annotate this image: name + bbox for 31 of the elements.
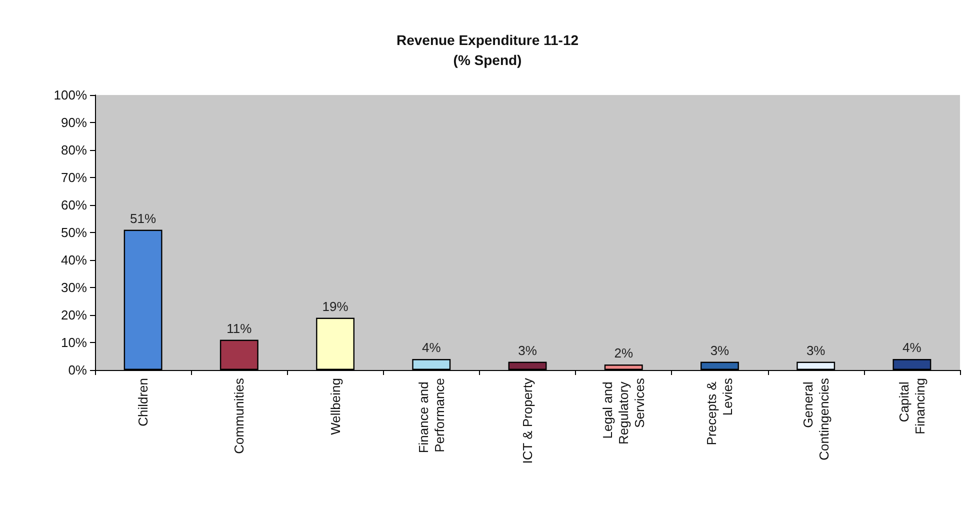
y-tick-label: 20% <box>60 308 88 322</box>
x-tick-label: Precepts & Levies <box>704 378 736 446</box>
data-label: 3% <box>518 342 538 358</box>
y-tick-label: 90% <box>60 115 88 130</box>
y-tick-label: 40% <box>60 252 88 268</box>
data-label: 4% <box>422 340 442 355</box>
data-label: 3% <box>710 342 730 358</box>
data-label: 51% <box>130 210 156 226</box>
y-tick-label: 60% <box>60 198 88 212</box>
x-tick-label: ICT & Property <box>520 378 535 464</box>
y-tick-label: 70% <box>60 170 88 185</box>
x-tick-label: General Contingencies <box>800 378 832 460</box>
x-tick-label: Children <box>136 378 151 426</box>
data-label: 4% <box>902 340 922 355</box>
x-tick-label: Wellbeing <box>328 378 343 435</box>
data-label: 11% <box>226 320 252 336</box>
y-tick-label: 0% <box>68 362 88 378</box>
chart-subtitle: (% Spend) <box>453 52 522 68</box>
data-label: 2% <box>614 346 634 360</box>
chart-title: Revenue Expenditure 11-12 <box>396 32 579 48</box>
y-tick-label: 50% <box>60 225 88 240</box>
y-tick-label: 30% <box>60 280 88 295</box>
y-tick-label: 100% <box>54 88 88 102</box>
x-tick-label: Communities <box>232 378 247 454</box>
y-tick-label: 80% <box>60 142 88 158</box>
x-tick-label: Finance and Performance <box>416 378 447 454</box>
x-tick-label: Capital Financing <box>896 378 928 434</box>
y-tick-label: 10% <box>60 335 88 350</box>
data-label: 19% <box>322 298 349 314</box>
data-label: 3% <box>806 342 826 358</box>
x-tick-label: Legal and Regulatory Services <box>600 378 648 444</box>
